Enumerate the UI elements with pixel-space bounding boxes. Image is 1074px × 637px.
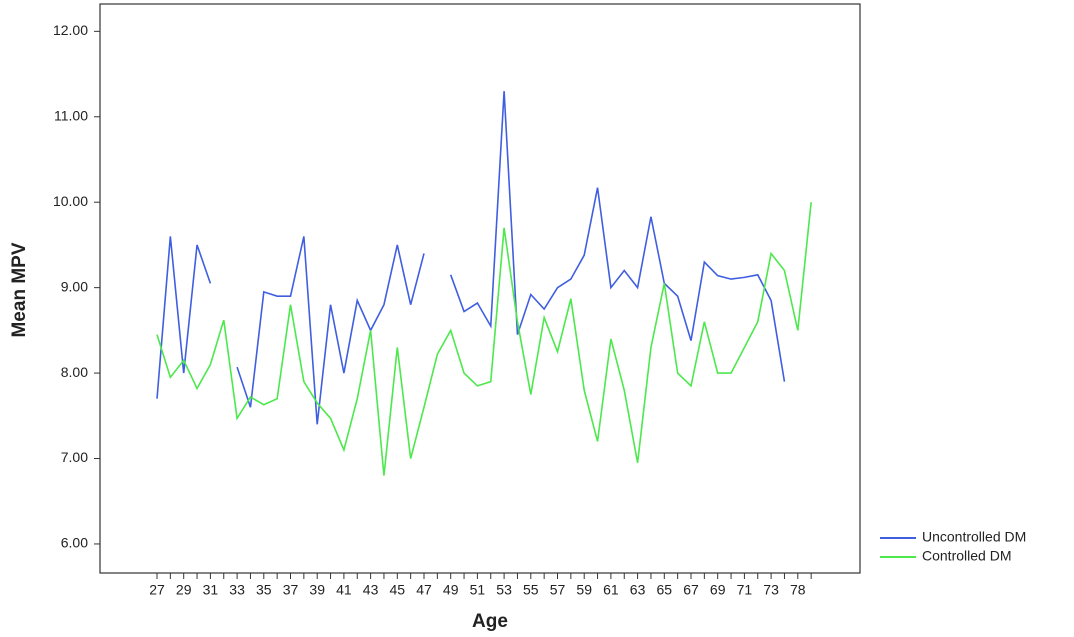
x-tick-label: 43 <box>363 582 379 598</box>
y-tick-label: 7.00 <box>61 449 88 465</box>
x-tick-label: 53 <box>496 582 512 598</box>
legend-label: Controlled DM <box>922 548 1011 564</box>
x-tick-label: 41 <box>336 582 352 598</box>
x-axis-title: Age <box>472 611 508 632</box>
x-tick-label: 61 <box>603 582 619 598</box>
x-tick-label: 47 <box>416 582 432 598</box>
x-tick-label: 33 <box>229 582 245 598</box>
x-tick-label: 51 <box>470 582 486 598</box>
x-tick-label: 55 <box>523 582 539 598</box>
y-tick-label: 9.00 <box>61 278 88 294</box>
x-tick-label: 37 <box>283 582 299 598</box>
x-tick-label: 73 <box>763 582 779 598</box>
x-tick-label: 59 <box>576 582 592 598</box>
series-line <box>156 91 786 425</box>
x-tick-label: 63 <box>630 582 646 598</box>
x-tick-label: 67 <box>683 582 699 598</box>
y-tick-label: 8.00 <box>61 364 88 380</box>
y-tick-label: 12.00 <box>53 22 88 38</box>
x-tick-label: 71 <box>737 582 753 598</box>
legend-label: Uncontrolled DM <box>922 529 1026 545</box>
x-tick-label: 39 <box>309 582 325 598</box>
y-tick-label: 6.00 <box>61 535 88 551</box>
x-tick-label: 78 <box>790 582 806 598</box>
plot-frame <box>99 3 861 574</box>
y-tick-label: 10.00 <box>53 193 88 209</box>
y-tick-label: 11.00 <box>54 107 88 123</box>
x-tick-label: 45 <box>390 582 406 598</box>
x-tick-label: 65 <box>657 582 673 598</box>
x-tick-label: 27 <box>149 582 165 598</box>
x-tick-label: 31 <box>203 582 219 598</box>
x-tick-label: 29 <box>176 582 192 598</box>
series-line <box>156 202 812 476</box>
x-tick-label: 57 <box>550 582 566 598</box>
x-tick-label: 35 <box>256 582 272 598</box>
x-tick-label: 69 <box>710 582 726 598</box>
y-axis-title: Mean MPV <box>9 242 30 337</box>
x-tick-label: 49 <box>443 582 459 598</box>
